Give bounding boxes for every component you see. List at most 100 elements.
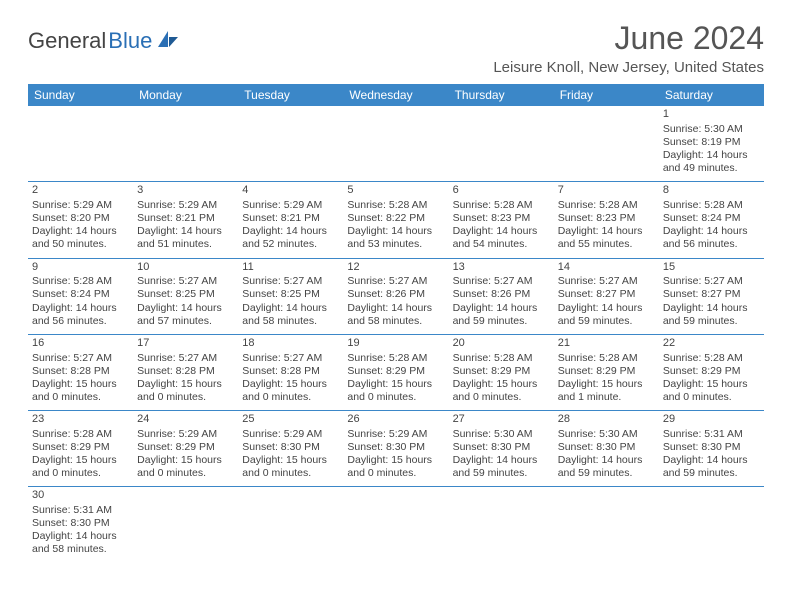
sunrise-line: Sunrise: 5:30 AM [558, 428, 655, 441]
daylight-line: Daylight: 14 hours and 59 minutes. [453, 302, 550, 328]
sunrise-line: Sunrise: 5:28 AM [558, 352, 655, 365]
sunset-line: Sunset: 8:19 PM [663, 136, 760, 149]
daylight-line: Daylight: 15 hours and 1 minute. [558, 378, 655, 404]
sunset-line: Sunset: 8:30 PM [453, 441, 550, 454]
sunset-line: Sunset: 8:28 PM [242, 365, 339, 378]
sunrise-line: Sunrise: 5:27 AM [137, 275, 234, 288]
sunrise-line: Sunrise: 5:31 AM [663, 428, 760, 441]
sunrise-line: Sunrise: 5:29 AM [137, 199, 234, 212]
daylight-line: Daylight: 14 hours and 59 minutes. [663, 454, 760, 480]
sunset-line: Sunset: 8:29 PM [347, 365, 444, 378]
sunset-line: Sunset: 8:28 PM [137, 365, 234, 378]
sunset-line: Sunset: 8:26 PM [453, 288, 550, 301]
day-number: 3 [137, 184, 234, 198]
calendar-cell: 30Sunrise: 5:31 AMSunset: 8:30 PMDayligh… [28, 487, 133, 563]
sunrise-line: Sunrise: 5:30 AM [663, 123, 760, 136]
calendar-cell: 17Sunrise: 5:27 AMSunset: 8:28 PMDayligh… [133, 334, 238, 410]
day-number: 16 [32, 337, 129, 351]
day-number: 7 [558, 184, 655, 198]
calendar-cell: 24Sunrise: 5:29 AMSunset: 8:29 PMDayligh… [133, 411, 238, 487]
sunset-line: Sunset: 8:28 PM [32, 365, 129, 378]
calendar-cell: 26Sunrise: 5:29 AMSunset: 8:30 PMDayligh… [343, 411, 448, 487]
calendar-cell: 23Sunrise: 5:28 AMSunset: 8:29 PMDayligh… [28, 411, 133, 487]
logo-text-general: General [28, 28, 106, 54]
day-number: 13 [453, 261, 550, 275]
day-number: 28 [558, 413, 655, 427]
daylight-line: Daylight: 14 hours and 58 minutes. [32, 530, 129, 556]
day-number: 12 [347, 261, 444, 275]
calendar-cell: 18Sunrise: 5:27 AMSunset: 8:28 PMDayligh… [238, 334, 343, 410]
sunset-line: Sunset: 8:30 PM [347, 441, 444, 454]
daylight-line: Daylight: 14 hours and 59 minutes. [558, 454, 655, 480]
sunrise-line: Sunrise: 5:27 AM [663, 275, 760, 288]
day-number: 27 [453, 413, 550, 427]
sunset-line: Sunset: 8:30 PM [32, 517, 129, 530]
sail-icon [156, 29, 180, 54]
daylight-line: Daylight: 15 hours and 0 minutes. [242, 454, 339, 480]
sunset-line: Sunset: 8:26 PM [347, 288, 444, 301]
day-number: 21 [558, 337, 655, 351]
sunset-line: Sunset: 8:29 PM [663, 365, 760, 378]
month-title: June 2024 [493, 20, 764, 57]
sunset-line: Sunset: 8:25 PM [137, 288, 234, 301]
day-number: 25 [242, 413, 339, 427]
calendar-cell: 7Sunrise: 5:28 AMSunset: 8:23 PMDaylight… [554, 182, 659, 258]
sunrise-line: Sunrise: 5:28 AM [32, 428, 129, 441]
location: Leisure Knoll, New Jersey, United States [493, 59, 764, 76]
daylight-line: Daylight: 14 hours and 55 minutes. [558, 225, 655, 251]
daylight-line: Daylight: 14 hours and 57 minutes. [137, 302, 234, 328]
sunset-line: Sunset: 8:21 PM [137, 212, 234, 225]
calendar-cell: 9Sunrise: 5:28 AMSunset: 8:24 PMDaylight… [28, 258, 133, 334]
sunset-line: Sunset: 8:24 PM [32, 288, 129, 301]
calendar-cell: 14Sunrise: 5:27 AMSunset: 8:27 PMDayligh… [554, 258, 659, 334]
daylight-line: Daylight: 15 hours and 0 minutes. [242, 378, 339, 404]
calendar-cell: 13Sunrise: 5:27 AMSunset: 8:26 PMDayligh… [449, 258, 554, 334]
day-header: Saturday [659, 84, 764, 106]
calendar-cell: 2Sunrise: 5:29 AMSunset: 8:20 PMDaylight… [28, 182, 133, 258]
daylight-line: Daylight: 14 hours and 59 minutes. [558, 302, 655, 328]
sunrise-line: Sunrise: 5:27 AM [242, 352, 339, 365]
day-number: 1 [663, 108, 760, 122]
daylight-line: Daylight: 14 hours and 59 minutes. [663, 302, 760, 328]
calendar-cell: 19Sunrise: 5:28 AMSunset: 8:29 PMDayligh… [343, 334, 448, 410]
sunrise-line: Sunrise: 5:28 AM [453, 199, 550, 212]
calendar-cell: 6Sunrise: 5:28 AMSunset: 8:23 PMDaylight… [449, 182, 554, 258]
sunrise-line: Sunrise: 5:27 AM [347, 275, 444, 288]
calendar-cell [133, 487, 238, 563]
sunset-line: Sunset: 8:23 PM [558, 212, 655, 225]
sunset-line: Sunset: 8:29 PM [453, 365, 550, 378]
calendar-week: 2Sunrise: 5:29 AMSunset: 8:20 PMDaylight… [28, 182, 764, 258]
sunrise-line: Sunrise: 5:28 AM [663, 199, 760, 212]
sunrise-line: Sunrise: 5:29 AM [137, 428, 234, 441]
calendar-cell: 22Sunrise: 5:28 AMSunset: 8:29 PMDayligh… [659, 334, 764, 410]
sunset-line: Sunset: 8:30 PM [558, 441, 655, 454]
sunrise-line: Sunrise: 5:28 AM [347, 199, 444, 212]
calendar-cell: 29Sunrise: 5:31 AMSunset: 8:30 PMDayligh… [659, 411, 764, 487]
day-number: 26 [347, 413, 444, 427]
sunset-line: Sunset: 8:20 PM [32, 212, 129, 225]
day-number: 24 [137, 413, 234, 427]
sunset-line: Sunset: 8:29 PM [558, 365, 655, 378]
sunset-line: Sunset: 8:30 PM [663, 441, 760, 454]
calendar-cell [133, 106, 238, 182]
day-number: 23 [32, 413, 129, 427]
daylight-line: Daylight: 14 hours and 58 minutes. [242, 302, 339, 328]
calendar-cell [343, 487, 448, 563]
sunrise-line: Sunrise: 5:30 AM [453, 428, 550, 441]
day-number: 17 [137, 337, 234, 351]
calendar-cell: 10Sunrise: 5:27 AMSunset: 8:25 PMDayligh… [133, 258, 238, 334]
day-number: 10 [137, 261, 234, 275]
daylight-line: Daylight: 14 hours and 50 minutes. [32, 225, 129, 251]
daylight-line: Daylight: 15 hours and 0 minutes. [453, 378, 550, 404]
calendar-cell: 16Sunrise: 5:27 AMSunset: 8:28 PMDayligh… [28, 334, 133, 410]
sunrise-line: Sunrise: 5:28 AM [453, 352, 550, 365]
sunset-line: Sunset: 8:29 PM [32, 441, 129, 454]
calendar-cell: 15Sunrise: 5:27 AMSunset: 8:27 PMDayligh… [659, 258, 764, 334]
sunrise-line: Sunrise: 5:31 AM [32, 504, 129, 517]
sunrise-line: Sunrise: 5:29 AM [242, 428, 339, 441]
calendar-cell [449, 106, 554, 182]
calendar-cell [449, 487, 554, 563]
day-number: 6 [453, 184, 550, 198]
sunset-line: Sunset: 8:30 PM [242, 441, 339, 454]
calendar-cell [554, 106, 659, 182]
